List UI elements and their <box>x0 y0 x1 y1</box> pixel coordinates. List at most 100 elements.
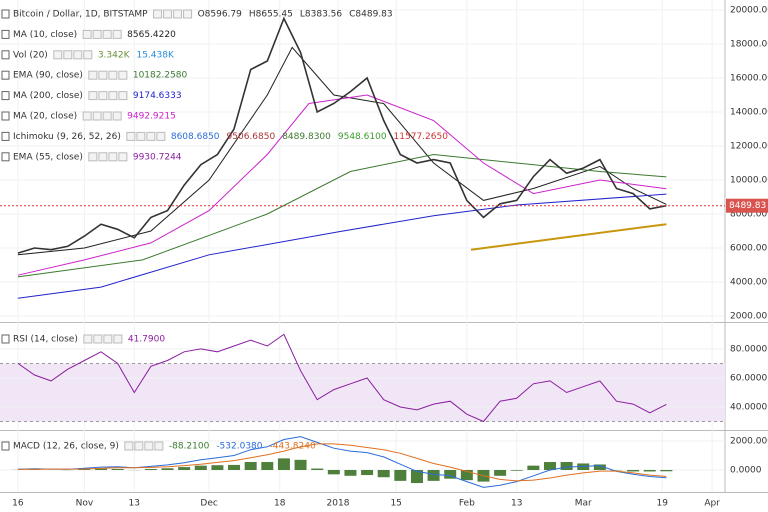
moving-average <box>17 94 667 276</box>
x-tick-label: Dec <box>200 499 217 509</box>
histogram-bar <box>194 465 207 470</box>
x-tick-label: Mar <box>575 499 592 509</box>
legend-toggle[interactable] <box>1 29 10 39</box>
legend-button[interactable] <box>146 131 156 141</box>
legend-toggle[interactable] <box>1 334 10 344</box>
legend-button[interactable] <box>118 152 128 162</box>
y-tick-label: 80.0000 <box>730 344 767 354</box>
legend-button[interactable] <box>88 91 98 101</box>
histogram-bar <box>593 464 606 470</box>
legend-button[interactable] <box>134 441 144 451</box>
legend-button[interactable] <box>108 91 118 101</box>
histogram-bar <box>394 469 407 481</box>
y-tick-label: 16000.00 <box>730 74 768 84</box>
histogram-bar <box>361 469 374 476</box>
legend-button[interactable] <box>82 111 92 121</box>
legend-value: 9506.6850 <box>227 132 276 142</box>
y-tick-label: 40.0000 <box>730 402 767 412</box>
legend-name: RSI (14, close) <box>13 335 78 345</box>
y-tick-label: 10000.00 <box>730 176 768 186</box>
legend-toggle[interactable] <box>1 91 10 101</box>
grid <box>0 0 725 492</box>
legend-button[interactable] <box>126 131 136 141</box>
histogram-bar <box>377 469 390 478</box>
legend-button[interactable] <box>112 29 122 39</box>
legend-toggle[interactable] <box>1 152 10 162</box>
legend-button[interactable] <box>136 131 146 141</box>
legend-toggle[interactable] <box>1 131 10 141</box>
legend-toggle[interactable] <box>1 111 10 121</box>
legend-button[interactable] <box>98 152 108 162</box>
legend-value: 9548.6100 <box>338 132 387 142</box>
legend-name: MA (10, close) <box>13 30 77 40</box>
last-price-box <box>726 198 768 213</box>
legend-button[interactable] <box>163 9 173 19</box>
legend-button[interactable] <box>102 111 112 121</box>
legend-button[interactable] <box>112 111 122 121</box>
histogram-bar <box>311 468 324 470</box>
legend-toggle[interactable] <box>1 441 10 451</box>
legend-button[interactable] <box>183 9 193 19</box>
legend-button[interactable] <box>124 441 134 451</box>
legend-button[interactable] <box>113 334 123 344</box>
legend-button[interactable] <box>83 50 93 60</box>
legend-button[interactable] <box>103 334 113 344</box>
legend-name: MA (200, close) <box>13 91 83 101</box>
legend-value: H8655.45 <box>249 10 293 20</box>
legend: 2000.00 4000.00 6000.00 8000.00 10000.00 1200… <box>1 6 768 509</box>
histogram-bar <box>244 462 257 470</box>
legend-toggle[interactable] <box>1 70 10 80</box>
legend-button[interactable] <box>118 91 128 101</box>
histogram-bar <box>327 469 340 475</box>
histogram-bar <box>261 462 274 470</box>
rsi-band <box>0 363 725 422</box>
legend-value: 3.342K <box>98 50 131 60</box>
legend-value: 11577.2650 <box>394 132 449 142</box>
legend-toggle[interactable] <box>1 50 10 60</box>
x-tick-label: 18 <box>274 499 286 509</box>
moving-average <box>17 193 667 299</box>
legend-name: EMA (90, close) <box>13 71 83 81</box>
legend-button[interactable] <box>63 50 73 60</box>
legend-toggle[interactable] <box>1 9 10 19</box>
y-tick-label: 6000.00 <box>730 244 767 254</box>
legend-button[interactable] <box>98 91 108 101</box>
histogram-bar <box>627 469 640 472</box>
legend-button[interactable] <box>156 131 166 141</box>
legend-button[interactable] <box>92 111 102 121</box>
legend-button[interactable] <box>92 29 102 39</box>
legend-button[interactable] <box>144 441 154 451</box>
legend-value: -532.0380 <box>216 442 262 452</box>
legend-button[interactable] <box>93 334 103 344</box>
legend-button[interactable] <box>88 152 98 162</box>
legend-button[interactable] <box>82 29 92 39</box>
legend-name: Ichimoku (9, 26, 52, 26) <box>13 132 121 142</box>
y-tick-label: 18000.00 <box>730 40 768 50</box>
legend-button[interactable] <box>153 9 163 19</box>
legend-button[interactable] <box>73 50 83 60</box>
legend-button[interactable] <box>98 70 108 80</box>
legend-button[interactable] <box>108 152 118 162</box>
legend-button[interactable] <box>83 334 93 344</box>
histogram-bar <box>543 462 556 470</box>
legend-value: 10182.2580 <box>133 71 188 81</box>
legend-button[interactable] <box>173 9 183 19</box>
histogram-bar <box>78 469 91 470</box>
x-tick-label: Nov <box>76 499 94 509</box>
legend-button[interactable] <box>118 70 128 80</box>
y-tick-label: 2000.00 <box>730 312 767 322</box>
plot <box>0 16 725 488</box>
histogram-bar <box>444 469 457 479</box>
legend-value: 41.7900 <box>128 335 165 345</box>
x-tick-label: 2018 <box>327 499 350 509</box>
histogram-bar <box>294 459 307 470</box>
histogram-bar <box>95 468 108 470</box>
legend-button[interactable] <box>154 441 164 451</box>
legend-button[interactable] <box>88 70 98 80</box>
legend-button[interactable] <box>53 50 63 60</box>
histogram-bar <box>344 469 357 476</box>
series-line <box>17 16 667 254</box>
histogram-bar <box>228 464 241 470</box>
legend-button[interactable] <box>108 70 118 80</box>
legend-button[interactable] <box>102 29 112 39</box>
